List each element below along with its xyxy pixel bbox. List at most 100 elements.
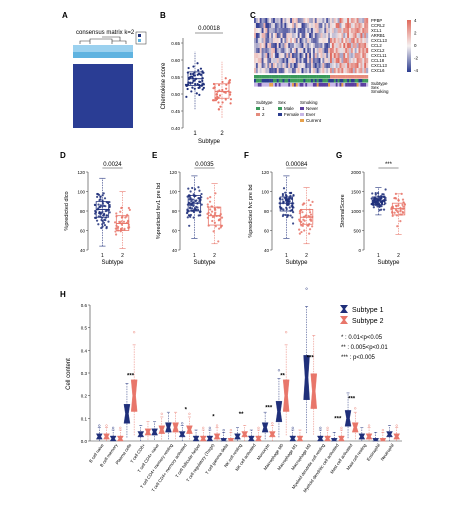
heat-cell — [318, 63, 321, 69]
heat-cell — [288, 28, 291, 34]
heat-cell — [269, 38, 272, 44]
annot-sex-cell — [314, 79, 317, 83]
heat-cell — [255, 28, 258, 34]
heat-cell — [362, 53, 365, 59]
annot-sex-cell — [261, 79, 264, 83]
x-axis-label: Subtype — [198, 139, 221, 145]
heat-cell — [303, 68, 306, 74]
heat-cell — [347, 58, 350, 64]
heat-cell — [343, 28, 346, 34]
y-tick-label: 0.1 — [81, 416, 88, 421]
heat-cell — [339, 18, 342, 24]
heat-cell — [360, 28, 363, 34]
heat-cell — [290, 33, 293, 39]
data-point — [227, 90, 230, 93]
heat-cell — [343, 68, 346, 74]
outlier — [271, 422, 274, 425]
heat-cell — [303, 53, 306, 59]
heat-cell — [265, 28, 268, 34]
heat-cell — [293, 68, 296, 74]
heat-cell — [366, 33, 369, 39]
heat-cell — [286, 63, 289, 69]
notched-box — [303, 355, 310, 400]
notched-box — [358, 433, 366, 440]
outlier — [277, 369, 281, 372]
data-point — [96, 208, 99, 211]
heat-cell — [301, 53, 304, 59]
data-point — [189, 81, 192, 84]
heat-cell — [282, 28, 285, 34]
heat-cell — [292, 48, 295, 54]
annot-sex-cell — [366, 79, 369, 83]
outlier — [257, 426, 260, 429]
heat-cell — [290, 58, 293, 64]
gene-labels: PPBPCCRL2XCL1ARRB1CXCL13CCL2CXCL2CXCL11C… — [371, 18, 387, 73]
heat-cell — [295, 18, 298, 24]
data-point — [229, 102, 232, 105]
data-point — [281, 214, 285, 218]
data-point — [104, 218, 107, 222]
heat-cell — [337, 18, 340, 24]
heat-cell — [261, 43, 264, 49]
heat-cell — [337, 28, 340, 34]
heat-cell — [263, 38, 266, 44]
heat-cell — [273, 23, 276, 29]
legend-swatch-male — [278, 107, 282, 110]
annot-sex-cell — [257, 79, 260, 83]
heat-cell — [273, 58, 276, 64]
annot-smoking-cell — [307, 83, 310, 87]
annot-sex-cell — [322, 79, 325, 83]
data-point — [289, 191, 293, 194]
annot-subtype-cell — [265, 75, 268, 79]
outlier — [291, 426, 294, 429]
heat-cell — [276, 53, 279, 59]
heat-cell — [305, 53, 308, 59]
heat-cell — [347, 48, 350, 54]
data-point — [198, 83, 201, 87]
heat-cell — [257, 33, 260, 39]
heat-cell — [254, 53, 257, 59]
notched-box — [151, 428, 158, 436]
x-tick-label: 1 — [285, 253, 288, 259]
notched-box — [268, 431, 276, 438]
data-point — [224, 77, 227, 80]
heat-cell — [364, 28, 367, 34]
heat-cell — [267, 38, 270, 44]
heat-cell — [293, 63, 296, 69]
y-tick-label: 0.4 — [81, 348, 88, 353]
heat-cell — [314, 33, 317, 39]
data-point — [195, 199, 198, 202]
data-point — [308, 215, 312, 218]
annot-sex-cell — [335, 79, 338, 83]
heat-cell — [286, 38, 289, 44]
cluster-legend-swatch-1 — [138, 34, 141, 37]
heat-cell — [320, 43, 323, 49]
annot-smoking-cell — [314, 83, 317, 87]
heat-cell — [307, 63, 310, 69]
heat-cell — [280, 68, 283, 74]
heat-cell — [290, 63, 293, 69]
data-point — [101, 194, 104, 197]
heat-cell — [293, 58, 296, 64]
heat-cell — [290, 53, 293, 59]
data-point — [193, 188, 197, 191]
heat-cell — [328, 18, 331, 24]
data-point — [370, 197, 373, 200]
data-point — [393, 211, 396, 214]
heat-cell — [299, 33, 302, 39]
data-point — [402, 211, 405, 214]
heat-cell — [290, 68, 293, 74]
annot-subtype-cell — [350, 75, 353, 79]
annot-sex-cell — [280, 79, 283, 83]
annot-subtype-cell — [358, 75, 361, 79]
legend-swatch-subtype-1 — [340, 305, 348, 313]
outlier — [105, 424, 108, 427]
heat-cell — [349, 28, 352, 34]
heat-cell — [276, 68, 279, 74]
notched-box — [275, 401, 283, 423]
notched-box — [317, 435, 324, 442]
data-point — [102, 221, 106, 224]
data-point — [213, 213, 217, 216]
annot-sex-cell — [364, 79, 367, 83]
heat-cell — [337, 53, 340, 59]
